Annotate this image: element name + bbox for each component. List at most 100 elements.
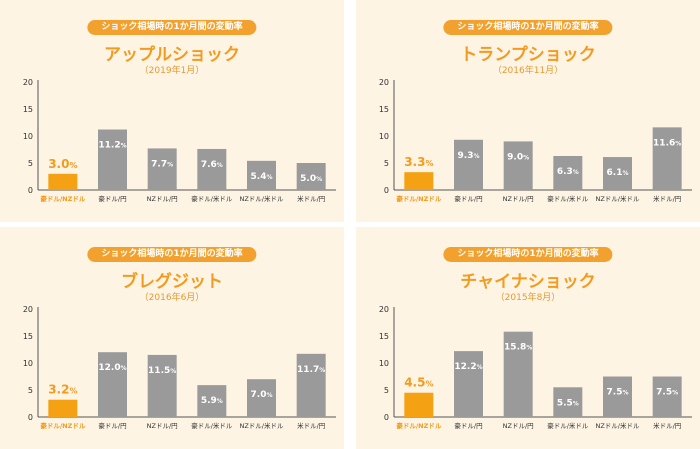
bar-value-unit: % <box>622 390 628 397</box>
chart-panel-china-shock: ショック相場時の1か月間の変動率 チャイナショック （2015年8月） 0 5 10… <box>356 227 700 449</box>
bar-value-number: 7.7 <box>151 159 167 169</box>
category-label: 豪ドル/米ドル <box>191 421 233 430</box>
y-tick-label: 5 <box>28 386 33 395</box>
bar-value-number: 7.0 <box>251 390 267 400</box>
y-tick-label: 20 <box>379 78 389 87</box>
bar-value-unit: % <box>425 380 433 389</box>
bar-value-number: 9.3 <box>458 151 474 161</box>
category-label: 豪ドル/円 <box>98 421 126 430</box>
y-tick-label: 5 <box>384 386 389 395</box>
bar <box>48 173 78 190</box>
bar <box>98 352 127 417</box>
bar-chart: 0 5 10 15 20 3.2% 豪ドル/NZドル 12.0% 豪ドル/円 11.5% NZドル/… <box>23 305 336 430</box>
category-label: 豪ドル/米ドル <box>547 194 589 203</box>
category-label: 豪ドル/NZドル <box>40 194 86 203</box>
bar <box>147 148 177 190</box>
chart-subtitle: （2015年8月） <box>495 293 561 303</box>
bar-value-number: 3.2 <box>48 383 69 397</box>
bar-value-unit: % <box>266 392 272 399</box>
bar-value-number: 15.8 <box>504 343 526 353</box>
bar-value-number: 5.9 <box>201 396 217 406</box>
category-label: 豪ドル/NZドル <box>396 194 442 203</box>
bar-value-label: 9.0% <box>507 152 529 162</box>
bar-value-number: 11.2 <box>98 141 120 151</box>
bar-value-unit: % <box>622 170 628 177</box>
panel-caption-pill: ショック相場時の1か月間の変動率 <box>87 20 257 35</box>
bar-value-label: 6.1% <box>607 168 629 178</box>
bar-value-label: 3.2% <box>48 383 77 397</box>
category-label: NZドル/米ドル <box>239 421 284 430</box>
bar-value-unit: % <box>316 176 322 183</box>
bar <box>503 331 533 417</box>
bar-value-unit: % <box>523 154 529 161</box>
bar-value-number: 11.7 <box>297 365 319 375</box>
bar-value-number: 6.3 <box>557 167 573 177</box>
bar-value-label: 7.5% <box>656 388 678 398</box>
bar-value-label: 7.7% <box>151 159 173 169</box>
category-label: 豪ドル/米ドル <box>547 421 589 430</box>
bar-value-label: 12.0% <box>98 363 126 373</box>
bar-value-label: 15.8% <box>504 343 532 353</box>
y-tick-label: 20 <box>23 78 33 87</box>
bar-value-label: 3.3% <box>404 155 433 169</box>
bar-value-unit: % <box>217 398 223 405</box>
bar-value-unit: % <box>217 162 223 169</box>
bar-value-label: 11.5% <box>148 366 176 376</box>
bar-value-unit: % <box>167 161 173 168</box>
y-tick-label: 5 <box>384 159 389 168</box>
bar <box>454 139 483 190</box>
bar <box>147 354 177 417</box>
bar <box>197 385 227 417</box>
bar <box>652 376 682 417</box>
bar-value-label: 3.0% <box>48 157 77 171</box>
category-label: NZドル/米ドル <box>239 194 284 203</box>
category-label: 米ドル/円 <box>297 194 325 203</box>
y-tick-label: 5 <box>28 159 33 168</box>
chart-subtitle: （2016年11月） <box>492 66 564 76</box>
y-tick-label: 10 <box>379 132 389 141</box>
category-label: 米ドル/円 <box>653 421 681 430</box>
bar <box>404 172 434 190</box>
bar-value-number: 3.3 <box>404 155 425 169</box>
bar-value-unit: % <box>170 368 176 375</box>
bar-value-unit: % <box>425 159 433 168</box>
bar-value-label: 5.0% <box>300 174 322 184</box>
chart-subtitle: （2019年1月） <box>139 66 205 76</box>
bar-value-unit: % <box>69 387 77 396</box>
category-label: 豪ドル/NZドル <box>396 421 442 430</box>
chart-panel-apple-shock: ショック相場時の1か月間の変動率 アップルショック （2019年1月） 0 5 10… <box>0 0 344 222</box>
bar-value-label: 7.0% <box>251 390 273 400</box>
category-label: NZドル/円 <box>147 195 178 203</box>
bar <box>553 155 583 190</box>
chart-title: ブレグジット <box>121 272 223 292</box>
bar-value-number: 11.5 <box>148 366 170 376</box>
bar-value-unit: % <box>477 364 483 371</box>
bar-value-label: 12.2% <box>454 362 482 372</box>
bar-value-unit: % <box>69 161 77 170</box>
bar-value-unit: % <box>121 365 127 372</box>
bar-chart: 0 5 10 15 20 4.5% 豪ドル/NZドル 12.2% 豪ドル/円 15.8% NZドル/… <box>379 305 692 430</box>
bar-value-label: 11.7% <box>297 365 325 375</box>
bar-value-label: 9.3% <box>458 151 480 161</box>
bar <box>603 376 632 417</box>
bar-chart: 0 5 10 15 20 3.3% 豪ドル/NZドル 9.3% 豪ドル/円 9.0% NZドル/円 6… <box>379 78 692 203</box>
chart-title: アップルショック <box>104 45 240 65</box>
bar-value-number: 7.5 <box>656 388 672 398</box>
panel-caption-pill: ショック相場時の1か月間の変動率 <box>443 247 613 262</box>
bar-value-number: 5.0 <box>300 174 316 184</box>
y-tick-label: 20 <box>23 305 33 314</box>
category-label: 豪ドル/NZドル <box>40 421 86 430</box>
bar-value-unit: % <box>266 174 272 181</box>
bar-value-number: 5.4 <box>251 172 267 182</box>
bar <box>48 399 78 417</box>
bar <box>404 392 434 417</box>
y-tick-label: 15 <box>379 105 389 114</box>
bar <box>296 353 326 417</box>
bar-chart: 0 5 10 15 20 3.0% 豪ドル/NZドル 11.2% 豪ドル/円 7.7% NZドル/円… <box>23 78 336 203</box>
bar-value-number: 12.0 <box>98 363 120 373</box>
category-label: NZドル/円 <box>147 422 178 430</box>
bar <box>553 387 583 417</box>
bar-value-unit: % <box>573 400 579 407</box>
bar <box>603 157 632 190</box>
bar <box>296 163 326 190</box>
